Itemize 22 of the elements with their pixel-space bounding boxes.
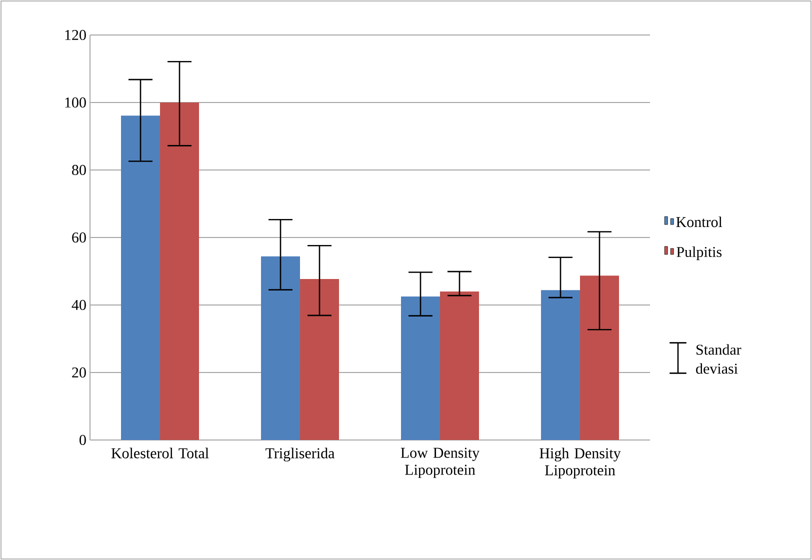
text: Standar deviasi — [696, 344, 742, 374]
x-tick-label: Low Density Lipoprotein — [400, 448, 480, 478]
y-tick-label: 120 — [65, 30, 86, 40]
x-tick-label: Kolesterol Total — [111, 448, 209, 458]
y-tick-label: 40 — [72, 300, 86, 310]
bar — [121, 116, 160, 440]
bar — [300, 279, 339, 440]
bar — [440, 291, 479, 440]
bar — [541, 290, 580, 440]
bar — [401, 296, 440, 440]
y-tick-label: 20 — [72, 367, 86, 378]
y-tick-label: 0 — [80, 434, 86, 446]
y-tick-label: 100 — [65, 97, 86, 108]
legend-label: Pulpitis — [676, 246, 722, 260]
bar — [580, 276, 619, 440]
x-tick-label: High Density Lipoprotein — [540, 448, 621, 478]
y-tick-label: 80 — [72, 164, 86, 176]
bar — [261, 256, 300, 440]
y-tick-label: 60 — [72, 232, 86, 243]
x-tick-label: Trigliserida — [266, 448, 335, 462]
bar — [160, 102, 200, 440]
legend-label: Kontrol — [676, 216, 722, 228]
